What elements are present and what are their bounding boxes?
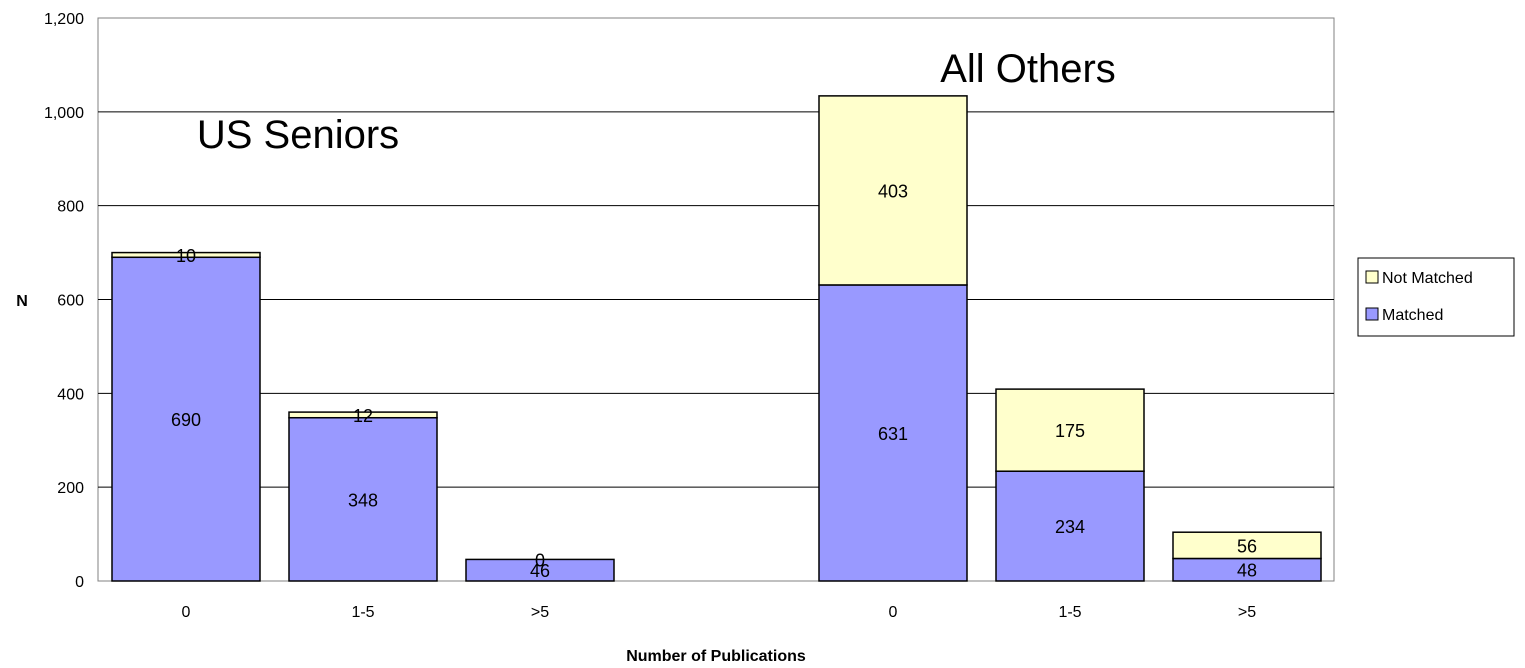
bar-not-matched	[995, 388, 1145, 472]
data-label-not-matched: 403	[878, 181, 908, 201]
data-label-matched: 631	[878, 424, 908, 444]
data-label-not-matched: 0	[535, 550, 545, 570]
x-tick-label: 1-5	[1058, 604, 1081, 621]
y-tick-label: 200	[57, 480, 84, 497]
data-label-not-matched: 12	[353, 406, 373, 426]
legend-label-not-matched: Not Matched	[1382, 270, 1473, 287]
bar-not-matched	[818, 95, 968, 286]
data-label-matched: 46	[530, 561, 550, 581]
bar-not-matched	[1172, 531, 1322, 560]
bar-matched	[288, 416, 438, 582]
x-axis-ticks: 0 1-5 >5 0 1-5 >5	[182, 604, 1257, 621]
bar-matched	[465, 558, 615, 582]
y-axis-ticks: 0 200 400 600 800 1,000 1,200	[44, 11, 84, 591]
y-axis-title: N	[16, 293, 28, 310]
legend-box	[1357, 257, 1515, 337]
data-label-matched: 48	[1237, 561, 1257, 581]
y-tick-label: 1,200	[44, 11, 84, 28]
data-label-not-matched: 175	[1055, 421, 1085, 441]
bars	[111, 95, 1322, 582]
legend-swatch-not-matched	[1365, 270, 1379, 284]
legend-swatch-matched	[1365, 307, 1379, 321]
data-labels: 690 10 348 12 460 631 403 234 175 48 56	[171, 181, 1257, 581]
x-tick-label: >5	[1238, 604, 1256, 621]
bar-not-matched	[111, 251, 261, 259]
data-label-not-matched: 10	[176, 246, 196, 266]
data-label-matched: 234	[1055, 517, 1085, 537]
x-tick-label: 1-5	[351, 604, 374, 621]
legend-label-matched: Matched	[1382, 307, 1443, 324]
x-axis-title: Number of Publications	[626, 648, 806, 665]
bar-matched	[818, 284, 968, 582]
bar-matched	[995, 470, 1145, 582]
data-label-not-matched: 56	[1237, 536, 1257, 556]
x-tick-label: >5	[531, 604, 549, 621]
y-tick-label: 0	[75, 574, 84, 591]
group-title-us-seniors: US Seniors	[197, 113, 399, 157]
data-label-matched: 348	[348, 490, 378, 510]
group-title-all-others: All Others	[940, 47, 1116, 91]
x-tick-label: 0	[182, 604, 191, 621]
y-tick-label: 400	[57, 386, 84, 403]
bar-not-matched	[288, 411, 438, 419]
bar-matched	[111, 256, 261, 582]
x-tick-label: 0	[889, 604, 898, 621]
data-label-matched: 690	[171, 410, 201, 430]
y-tick-label: 1,000	[44, 105, 84, 122]
y-tick-label: 800	[57, 199, 84, 216]
legend: Not Matched Matched	[1357, 257, 1515, 337]
y-tick-label: 600	[57, 293, 84, 310]
